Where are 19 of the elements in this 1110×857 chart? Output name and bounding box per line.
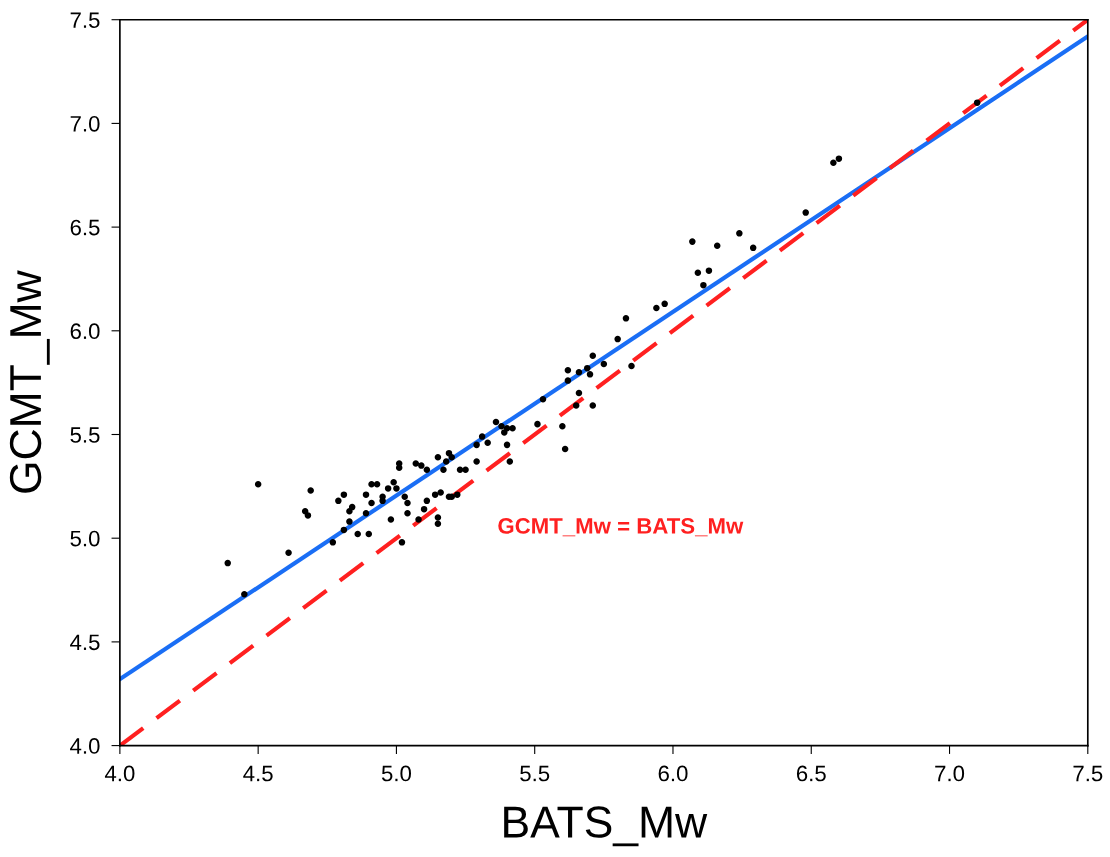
y-tick-label: 4.5 bbox=[70, 634, 100, 651]
x-tick-label: 5.0 bbox=[381, 765, 412, 782]
y-tick-label: 7.5 bbox=[70, 12, 100, 28]
x-tick-label: 7.5 bbox=[1073, 765, 1103, 782]
x-tick-label: 4.0 bbox=[104, 765, 135, 782]
x-tick-label: 5.5 bbox=[520, 765, 550, 782]
y-tick-label: 6.0 bbox=[70, 323, 100, 340]
x-tick-label: 6.0 bbox=[658, 765, 688, 782]
x-tick-label: 7.0 bbox=[935, 765, 965, 782]
y-tick-label: 7.0 bbox=[70, 115, 100, 132]
y-tick-label: 6.5 bbox=[70, 219, 100, 236]
x-tick-label: 4.5 bbox=[243, 765, 273, 782]
y-tick-label: 5.0 bbox=[70, 530, 100, 547]
text: GCMT_Mw = BATS_Mw bbox=[498, 518, 744, 537]
x-axis-title: BATS_Mw bbox=[504, 806, 708, 847]
y-axis-title: GCMT_Mw bbox=[9, 270, 50, 493]
y-tick-label: 4.0 bbox=[70, 738, 100, 754]
y-tick-label: 5.5 bbox=[70, 427, 100, 443]
x-tick-label: 6.5 bbox=[796, 765, 826, 782]
